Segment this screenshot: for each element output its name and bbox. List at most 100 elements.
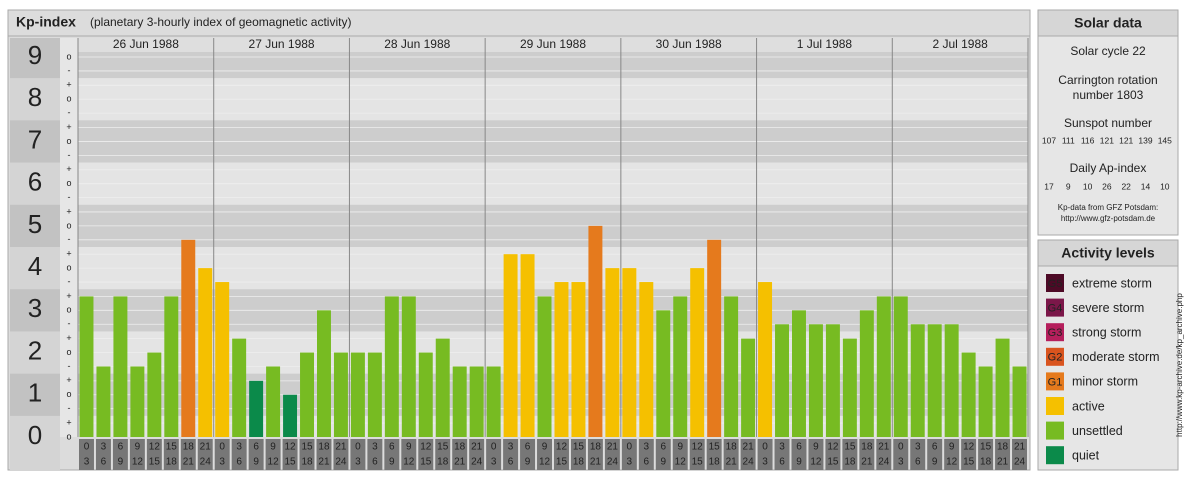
x-tick-label: 18 [997,442,1009,453]
carrington: Carrington rotation [1058,73,1157,87]
sunspot-number: 107 [1042,135,1056,145]
bar [690,268,705,437]
hour-box [808,439,824,470]
hour-box [197,439,213,470]
x-tick-label: 0 [219,442,225,453]
minor-tick-label: + [66,122,71,132]
x-tick-label: 24 [335,457,347,468]
minor-tick-label: - [68,65,71,75]
x-tick-label: 24 [200,457,212,468]
y-tick-label: 6 [28,167,42,197]
x-tick-label: 15 [709,442,721,453]
x-tick-label: 12 [556,442,568,453]
hour-box [961,439,977,470]
bar [588,225,603,437]
bar [605,268,620,437]
day-label: 30 Jun 1988 [656,37,722,51]
x-tick-label: 24 [1014,457,1026,468]
band [10,204,60,247]
levels-title: Activity levels [1061,245,1155,261]
hour-box [384,439,400,470]
bar [333,352,348,437]
x-tick-label: 18 [861,442,873,453]
x-tick-label: 6 [118,442,124,453]
bar [622,268,637,437]
sub-axis-column [60,38,78,437]
bar [300,352,314,437]
hour-box [995,439,1011,470]
band [10,373,60,416]
level-swatch [1046,421,1064,440]
x-tick-label: 12 [403,457,415,468]
minor-tick-label: + [66,417,71,427]
day-label: 1 Jul 1988 [797,37,853,51]
level-swatch [1046,372,1064,391]
x-tick-label: 3 [762,457,768,468]
bar [656,310,671,437]
level-swatch [1046,397,1064,415]
minor-tick-label: o [66,178,71,188]
sunspot-number: 139 [1138,135,1152,145]
x-tick-label: 12 [675,457,687,468]
minor-tick-label: o [66,94,71,104]
band [10,289,60,332]
hour-box [350,439,366,470]
bar [435,338,450,437]
level-name: quiet [1072,448,1100,462]
x-tick-label: 6 [236,457,242,468]
hour-box [129,439,145,470]
x-tick-label: 0 [355,442,361,453]
bar [266,366,281,437]
minor-tick-label: + [66,164,71,174]
x-tick-label: 6 [253,442,259,453]
chart-subtitle: (planetary 3-hourly index of geomagnetic… [90,15,351,29]
x-tick-label: 12 [149,442,161,453]
hour-box [723,439,739,470]
y-tick-label: 8 [28,82,42,112]
x-tick-label: 12 [132,457,144,468]
minor-tick-label: - [68,150,71,160]
bar [825,324,840,437]
x-tick-label: 12 [946,457,958,468]
minor-tick-label: - [68,319,71,329]
x-tick-label: 15 [420,457,432,468]
x-tick-label: 21 [454,457,466,468]
level-name: extreme storm [1072,276,1152,290]
y-tick-label: 0 [28,420,42,450]
hour-box [265,439,281,470]
level-name: unsettled [1072,424,1123,438]
bar [537,296,552,437]
hour-box [503,439,519,470]
x-tick-label: 15 [573,442,585,453]
levels-header [1037,239,1179,267]
x-tick-label: 9 [677,442,683,453]
bar [910,324,925,437]
x-tick-label: 15 [556,457,568,468]
minor-tick-label: + [66,80,71,90]
hour-box [214,439,230,470]
x-tick-label: 12 [827,442,839,453]
x-tick-label: 0 [762,442,768,453]
minor-tick-label: o [66,347,71,357]
x-tick-label: 3 [84,457,90,468]
x-tick-label: 21 [861,457,873,468]
y-tick-label: 3 [28,293,42,323]
source: http://www.gfz-potsdam.de [1061,214,1156,223]
x-tick-label: 3 [508,442,514,453]
bar [198,268,213,437]
hour-box [316,439,332,470]
bar [673,296,688,437]
x-tick-label: 18 [709,457,721,468]
hour-box [825,439,841,470]
minor-tick-label: + [66,249,71,259]
x-tick-label: 21 [183,457,195,468]
ap-index: 22 [1121,181,1131,191]
minor-tick-label: o [66,305,71,315]
x-tick-label: 12 [420,442,432,453]
level-swatch [1046,347,1064,366]
bar [249,380,264,437]
hour-box [554,439,569,470]
carrington: number 1803 [1073,88,1144,102]
x-tick-label: 21 [1014,442,1026,453]
